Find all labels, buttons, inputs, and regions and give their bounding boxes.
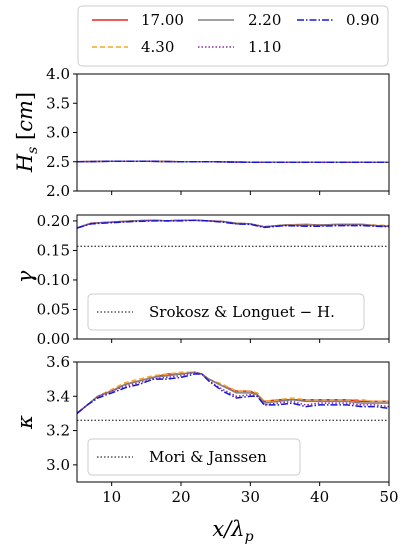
kappa-series-line bbox=[77, 371, 389, 414]
hs-ticks: 2.0 2.5 3.0 3.5 4.0 bbox=[46, 65, 390, 200]
hs-ytick-label: 4.0 bbox=[46, 65, 70, 83]
kappa-ytick-label: 3.6 bbox=[46, 353, 70, 371]
kappa-series-line bbox=[77, 371, 389, 414]
gamma-ytick-label: 0.15 bbox=[37, 241, 70, 259]
hs-ytick-label: 3.5 bbox=[46, 94, 70, 112]
gamma-ylabel: γ bbox=[13, 270, 37, 283]
kappa-series-line bbox=[77, 371, 389, 414]
gamma-ytick-label: 0.05 bbox=[37, 300, 70, 318]
hs-frame bbox=[76, 73, 390, 192]
kappa-reference-legend-frame bbox=[87, 438, 301, 476]
hs-ytick-label: 2.0 bbox=[46, 182, 70, 200]
legend-entry: 1.10 bbox=[198, 38, 281, 56]
kappa-series-line bbox=[77, 371, 389, 414]
kappa-reference-legend: Mori & Janssen bbox=[87, 438, 301, 476]
hs-series bbox=[77, 160, 389, 164]
hs-ylabel: Hs [cm] bbox=[13, 92, 41, 173]
legend-label: 1.10 bbox=[248, 38, 281, 56]
panel-kappa: 3.0 3.2 3.4 3.6 10 20 30 40 50 Mori & Janssen κ bbox=[13, 353, 399, 506]
gamma-series bbox=[77, 219, 389, 229]
panel-gamma: 0.00 0.05 0.10 0.15 0.20 Srokosz & Longuet −… bbox=[13, 212, 390, 348]
kappa-ytick-label: 3.0 bbox=[46, 456, 70, 474]
kappa-reference-label: Mori & Janssen bbox=[149, 448, 267, 466]
hs-ytick-label: 3.0 bbox=[46, 124, 70, 142]
legend-label: 17.00 bbox=[141, 11, 184, 29]
kappa-xtick-label: 30 bbox=[241, 488, 260, 506]
gamma-series-line bbox=[77, 219, 389, 229]
hs-ytick-label: 2.5 bbox=[46, 153, 70, 171]
legend-label: 0.90 bbox=[346, 11, 379, 29]
kappa-frame bbox=[76, 361, 390, 483]
legend-label: 2.20 bbox=[248, 11, 281, 29]
kappa-ticks: 3.0 3.2 3.4 3.6 10 20 30 40 50 bbox=[46, 353, 398, 506]
gamma-ytick-label: 0.00 bbox=[37, 330, 70, 348]
panel-hs: 2.0 2.5 3.0 3.5 4.0 Hs [cm] bbox=[13, 65, 390, 200]
legend: 17.00 2.20 0.90 4.30 1.10 bbox=[77, 5, 389, 67]
legend-label: 4.30 bbox=[141, 38, 174, 56]
legend-entry: 4.30 bbox=[92, 38, 174, 56]
hs-series-line bbox=[77, 160, 389, 164]
kappa-xtick-label: 20 bbox=[171, 488, 190, 506]
legend-entry: 0.90 bbox=[297, 11, 379, 29]
kappa-series-line bbox=[77, 373, 389, 414]
gamma-reference-legend: Srokosz & Longuet − H. bbox=[87, 293, 365, 331]
legend-frame bbox=[77, 5, 389, 67]
x-axis-label: x/λp bbox=[212, 517, 253, 545]
kappa-ylabel: κ bbox=[13, 415, 37, 430]
kappa-xtick-label: 40 bbox=[310, 488, 329, 506]
gamma-ticks: 0.00 0.05 0.10 0.15 0.20 bbox=[37, 212, 390, 348]
legend-entry: 17.00 bbox=[92, 11, 184, 29]
kappa-series bbox=[77, 371, 389, 414]
kappa-ytick-label: 3.2 bbox=[46, 422, 70, 440]
legend-entry: 2.20 bbox=[198, 11, 281, 29]
kappa-ytick-label: 3.4 bbox=[46, 387, 70, 405]
gamma-ytick-label: 0.20 bbox=[37, 212, 70, 230]
gamma-ytick-label: 0.10 bbox=[37, 271, 70, 289]
kappa-xtick-label: 50 bbox=[379, 488, 398, 506]
kappa-xtick-label: 10 bbox=[102, 488, 121, 506]
gamma-frame bbox=[76, 214, 390, 340]
gamma-reference-legend-frame bbox=[87, 293, 365, 331]
gamma-reference-label: Srokosz & Longuet − H. bbox=[149, 303, 335, 321]
